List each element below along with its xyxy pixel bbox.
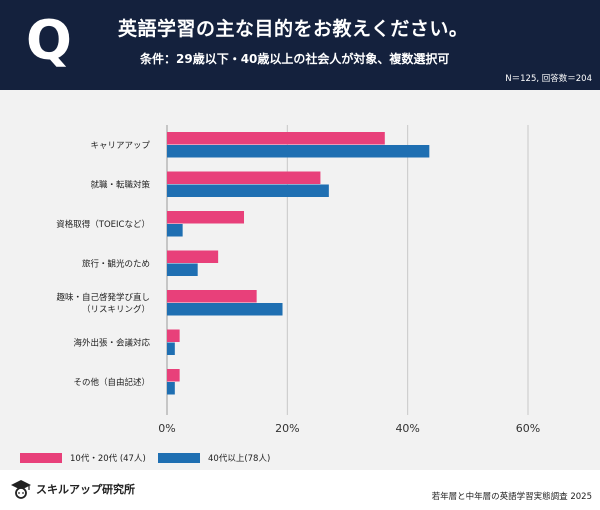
- bar-senior: [167, 382, 175, 395]
- category-label: その他（自由記述）: [73, 377, 150, 388]
- question-conditions: 条件：29歳以下・40歳以上の社会人が対象、複数選択可: [140, 52, 450, 66]
- bar-young: [167, 329, 180, 342]
- bar-senior: [167, 342, 175, 355]
- bar-young: [167, 369, 180, 382]
- q-mark: Q: [26, 9, 72, 72]
- category-label: 趣味・自己啓発学び直し: [56, 292, 150, 303]
- bar-young: [167, 132, 385, 145]
- sample-size: N＝125, 回答数＝204: [505, 74, 592, 84]
- source-note: 若年層と中年層の英語学習実態調査 2025: [431, 492, 592, 502]
- x-tick-label: 0%: [158, 422, 175, 435]
- question-header: Q 英語学習の主な目的をお教えください。 条件：29歳以下・40歳以上の社会人が…: [0, 0, 600, 90]
- question-title: 英語学習の主な目的をお教えください。: [118, 18, 469, 40]
- category-label: 資格取得（TOEICなど）: [56, 219, 150, 230]
- bar-young: [167, 250, 219, 263]
- x-tick-label: 60%: [516, 422, 540, 435]
- bar-senior: [167, 303, 283, 316]
- legend-swatch-senior: [158, 453, 200, 463]
- category-label: キャリアアップ: [90, 141, 150, 151]
- category-label: 海外出張・会議対応: [73, 338, 150, 349]
- brand-logo: スキルアップ研究所: [10, 478, 135, 500]
- legend: [0, 440, 600, 470]
- bar-senior: [167, 224, 183, 237]
- bar-senior: [167, 145, 430, 158]
- legend-swatch-young: [20, 453, 62, 463]
- brand-name: スキルアップ研究所: [36, 483, 135, 496]
- footer: [0, 470, 600, 510]
- bar-young: [167, 171, 321, 184]
- legend-item-young: 10代・20代 (47人): [20, 452, 146, 464]
- category-label: 旅行・観光のため: [82, 259, 150, 270]
- legend-label-young: 10代・20代 (47人): [70, 454, 146, 464]
- bar-young: [167, 211, 245, 224]
- legend-label-senior: 40代以上(78人): [208, 454, 271, 464]
- x-tick-label: 20%: [275, 422, 299, 435]
- category-label: （リスキリング）: [82, 304, 150, 315]
- graduate-icon: [11, 480, 31, 499]
- bar-young: [167, 290, 257, 303]
- legend-item-senior: 40代以上(78人): [158, 452, 270, 464]
- bar-senior: [167, 184, 329, 197]
- category-label: 就職・転職対策: [90, 180, 150, 191]
- x-tick-label: 40%: [395, 422, 419, 435]
- bar-senior: [167, 263, 198, 276]
